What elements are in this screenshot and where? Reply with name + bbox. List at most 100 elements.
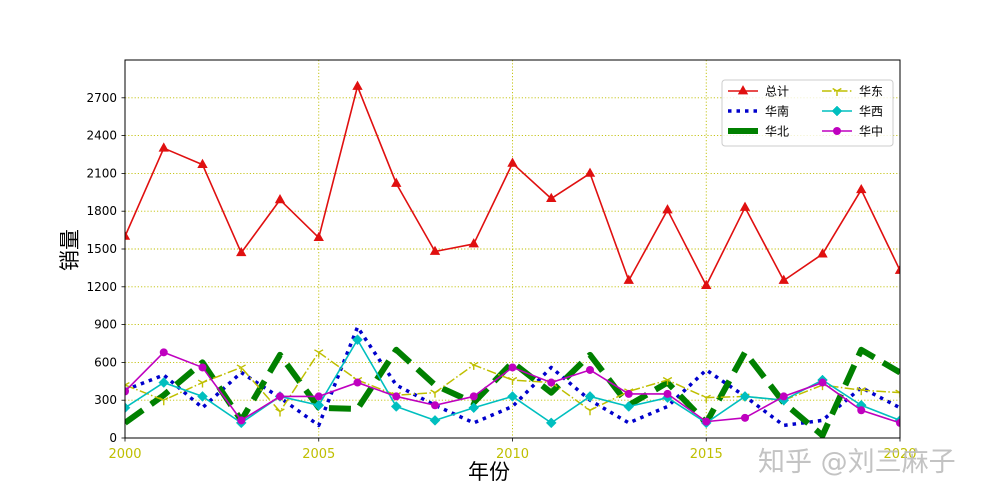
point-total-2007 (391, 177, 402, 187)
legend-label: 华南 (765, 104, 789, 119)
y-tick-label: 1200 (86, 280, 117, 294)
legend-marker (737, 85, 749, 95)
point-south-2018 (821, 418, 825, 422)
point-central-2017 (779, 392, 788, 401)
point-central-2004 (276, 392, 284, 401)
point-south-2010 (511, 405, 515, 409)
point-east-2008 (430, 389, 440, 398)
legend-item-central: 华中 (822, 124, 883, 139)
watermark: 知乎 @刘三麻子 (758, 447, 956, 478)
y-tick-label: 300 (94, 393, 117, 407)
point-north-2011 (549, 391, 553, 395)
point-east-2004 (275, 408, 285, 417)
point-total-2008 (429, 245, 441, 255)
series-total (125, 80, 900, 289)
legend-label: 华东 (859, 85, 883, 99)
point-south-2015 (704, 368, 708, 372)
point-total-2000 (125, 230, 131, 240)
point-west-2008 (429, 415, 441, 426)
point-total-2017 (778, 274, 789, 284)
point-west-2000 (125, 402, 131, 414)
point-total-2014 (662, 204, 673, 214)
point-west-2002 (197, 391, 208, 402)
point-central-2013 (624, 389, 633, 398)
point-south-2002 (201, 406, 205, 410)
y-tick-label: 1500 (86, 242, 117, 256)
legend-frame (721, 79, 894, 147)
series-line-north (125, 346, 900, 438)
point-central-2019 (857, 406, 866, 415)
y-tick-label: 2700 (86, 91, 117, 105)
point-central-2002 (198, 363, 207, 372)
point-south-2007 (394, 383, 398, 387)
point-south-2013 (627, 421, 631, 425)
x-tick-label: 2020 (883, 447, 916, 462)
point-total-2006 (352, 80, 363, 90)
point-east-2015 (701, 394, 711, 403)
point-west-2011 (545, 417, 557, 429)
legend-item-east: 华东 (822, 85, 883, 99)
point-total-2019 (856, 183, 867, 194)
point-total-2003 (236, 246, 247, 257)
point-east-2012 (585, 407, 595, 416)
point-north-2019 (859, 348, 863, 352)
point-west-2016 (739, 391, 751, 402)
point-central-2011 (547, 378, 556, 387)
point-total-2012 (584, 167, 596, 177)
legend-item-west: 华西 (822, 105, 883, 119)
point-east-2002 (197, 379, 208, 388)
point-south-2001 (162, 373, 166, 377)
point-east-2003 (236, 364, 246, 373)
point-north-2008 (433, 383, 437, 387)
point-north-2018 (821, 433, 825, 437)
point-total-2013 (623, 274, 634, 284)
x-tick-label: 2015 (690, 447, 723, 462)
legend-label: 华西 (859, 105, 883, 119)
point-central-2016 (741, 413, 749, 422)
point-west-2001 (158, 377, 170, 388)
point-total-2016 (739, 201, 751, 211)
legend-label: 华北 (765, 125, 789, 139)
point-central-2001 (159, 348, 168, 357)
point-east-2010 (507, 376, 518, 386)
y-tick-label: 600 (94, 355, 117, 369)
y-axis-label: 销量 (58, 229, 82, 271)
point-west-2013 (623, 401, 635, 412)
legend-marker (832, 87, 842, 96)
axis-ticks: 0 300 600 900 1200 1500 1800 2100 2400 2700 2000 20… (86, 91, 916, 462)
point-total-2015 (701, 279, 712, 289)
series-layer (125, 80, 900, 438)
point-total-2010 (507, 157, 518, 167)
series-north (125, 346, 900, 438)
point-east-2019 (856, 387, 866, 396)
point-central-2010 (508, 363, 517, 372)
point-west-2012 (584, 391, 596, 402)
point-south-2005 (317, 423, 321, 427)
point-east-2014 (662, 376, 673, 386)
series-south (125, 325, 900, 428)
point-central-2003 (237, 416, 246, 425)
point-central-2007 (392, 392, 401, 401)
point-central-2014 (663, 389, 672, 398)
point-north-2004 (278, 353, 282, 357)
point-total-2004 (274, 194, 286, 204)
point-west-2010 (507, 391, 518, 402)
legend-label: 总计 (765, 85, 789, 99)
series-line-south (125, 325, 900, 428)
legend-marker (831, 105, 843, 117)
x-axis-label: 年份 (468, 460, 510, 484)
y-tick-label: 2100 (86, 166, 117, 180)
point-total-2009 (468, 238, 479, 248)
point-east-2001 (159, 397, 169, 406)
point-south-2009 (472, 421, 476, 425)
point-south-2011 (549, 365, 553, 369)
legend-item-north: 华北 (728, 125, 789, 139)
point-west-2007 (390, 401, 402, 412)
point-total-2002 (197, 158, 208, 168)
point-west-2005 (313, 399, 325, 411)
point-east-2020 (895, 389, 900, 398)
legend-label: 华中 (859, 124, 883, 139)
legend-item-total: 总计 (728, 85, 789, 99)
point-central-2018 (818, 378, 827, 387)
